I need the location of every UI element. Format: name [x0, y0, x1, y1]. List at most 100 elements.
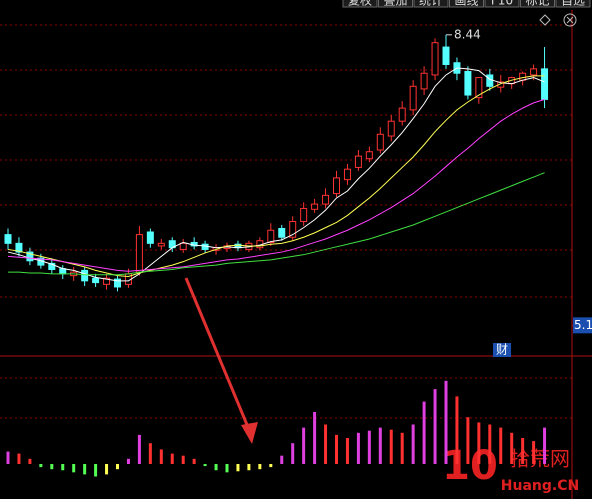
toolbar-button[interactable]	[413, 0, 449, 8]
toolbar-label[interactable]: 自选	[561, 0, 585, 8]
histogram-bar	[39, 464, 43, 468]
candle-body	[26, 251, 34, 262]
toolbar-button[interactable]	[520, 0, 555, 8]
histogram-bar	[72, 464, 76, 473]
candle-body	[179, 242, 187, 250]
candle-body	[289, 221, 297, 238]
histogram-bar	[313, 412, 317, 464]
histogram-bar	[105, 464, 109, 475]
toolbar-button[interactable]	[378, 0, 413, 8]
histogram-bar	[258, 464, 262, 470]
histogram-bar	[280, 455, 284, 464]
candle-body	[135, 234, 143, 273]
toolbar-button[interactable]	[484, 0, 520, 8]
y-tick-label: 5.11	[574, 318, 592, 332]
candle-body	[442, 46, 450, 65]
candle-body	[4, 234, 12, 244]
watermark-name: 拾荒网	[510, 447, 570, 471]
candle-body	[300, 207, 308, 223]
histogram-bar	[389, 429, 393, 464]
toolbar-label[interactable]: F10	[491, 0, 513, 8]
histogram-bar	[269, 464, 273, 468]
candle-body	[486, 74, 494, 87]
histogram-bar	[444, 380, 448, 464]
histogram-bar	[181, 455, 185, 464]
candle-body	[497, 81, 505, 88]
histogram-bar	[302, 427, 306, 464]
histogram-bar	[400, 432, 404, 464]
high-label: 8.44	[454, 27, 481, 41]
histogram-bar	[324, 424, 328, 464]
histogram-bar	[477, 422, 481, 464]
histogram-bar	[214, 464, 218, 471]
candle-body	[420, 72, 428, 90]
candle-body	[541, 68, 549, 100]
toolbar-label[interactable]: 标记	[525, 0, 549, 8]
candle-body	[81, 269, 89, 282]
histogram-bar	[83, 464, 87, 475]
toolbar-label[interactable]: 画线	[454, 0, 478, 8]
histogram-bar	[521, 438, 525, 464]
histogram-bar	[28, 458, 32, 464]
candle-body	[201, 243, 209, 250]
toolbar-label[interactable]: 复权	[348, 0, 372, 8]
histogram-bar	[488, 424, 492, 464]
candle-body	[92, 277, 100, 284]
histogram-bar	[61, 464, 65, 471]
ma-line	[8, 172, 545, 276]
histogram-bar	[247, 464, 251, 471]
candle-body	[354, 155, 362, 168]
candle-body	[519, 72, 527, 81]
candle-body	[278, 228, 286, 238]
histogram-bar	[455, 396, 459, 464]
candle-body	[343, 168, 351, 181]
candle-body	[157, 242, 165, 247]
candle-body	[530, 68, 538, 76]
candle-body	[398, 107, 406, 122]
y-tick-box	[573, 317, 592, 334]
candle-body	[15, 242, 23, 253]
histogram-bar	[148, 443, 152, 464]
candle-body	[409, 85, 417, 111]
toolbar-button[interactable]	[342, 0, 378, 8]
candle-body	[48, 262, 56, 271]
histogram-bar	[543, 427, 547, 464]
candle-body	[475, 77, 483, 99]
histogram-bar	[433, 389, 437, 464]
histogram-bar	[466, 417, 470, 464]
histogram-bar	[50, 464, 54, 470]
histogram-bar	[159, 449, 163, 464]
toolbar-button[interactable]	[555, 0, 591, 8]
candle-body	[146, 231, 154, 244]
histogram-bar	[510, 432, 514, 464]
candle-body	[376, 133, 384, 151]
histogram-bar	[367, 430, 371, 464]
toolbar-label[interactable]: 叠加	[383, 0, 407, 8]
histogram-bar	[499, 427, 503, 464]
toolbar-label[interactable]: 统计	[419, 0, 443, 8]
ma-line	[7, 67, 545, 282]
candle-body	[464, 70, 472, 96]
ma-line	[7, 98, 545, 272]
histogram-bar	[126, 458, 130, 464]
histogram-bar	[225, 464, 229, 473]
histogram-bar	[170, 453, 174, 464]
histogram-bar	[532, 441, 536, 464]
candle-body	[103, 277, 111, 285]
histogram-bar	[356, 432, 360, 464]
candle-body	[365, 151, 373, 160]
histogram-bar	[203, 464, 207, 467]
candle-body	[267, 229, 275, 243]
histogram-bar	[116, 464, 119, 470]
histogram-bar	[422, 401, 426, 464]
histogram-bar	[345, 438, 349, 464]
histogram-bar	[17, 453, 21, 464]
histogram-bar	[411, 424, 415, 464]
histogram-bar	[94, 464, 98, 477]
toolbar-button[interactable]	[449, 0, 484, 8]
histogram-bar	[137, 434, 141, 464]
candle-body	[311, 203, 319, 210]
histogram-bar	[378, 427, 382, 464]
